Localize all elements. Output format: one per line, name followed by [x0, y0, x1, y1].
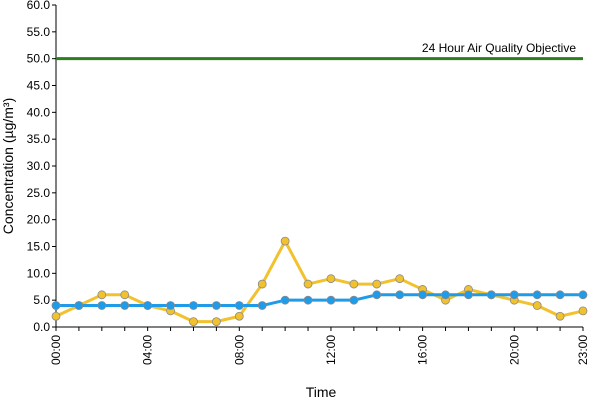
data-point [257, 279, 267, 289]
series-line [55, 239, 584, 324]
data-point [349, 279, 359, 289]
data-point [51, 311, 61, 321]
data-point [211, 317, 221, 327]
y-tick-label: 30.0 [27, 159, 51, 173]
data-point [441, 290, 450, 300]
data-point [211, 301, 221, 310]
x-tick-label: 23:00 [576, 335, 590, 365]
x-tick-label: 00:00 [49, 335, 63, 365]
data-point [143, 301, 153, 310]
x-tick-label: 16:00 [416, 335, 430, 365]
data-point [257, 301, 267, 310]
data-point [234, 311, 244, 321]
y-axis-ticks: 0.0 5.0 10.0 15.0 20.0 25.0 30.0 35.0 40.0 45.0 50… [27, 0, 56, 334]
data-point [418, 290, 428, 300]
data-point [326, 295, 336, 305]
data-point [372, 279, 382, 289]
data-point [51, 301, 61, 310]
series-1 [51, 236, 588, 327]
data-point [120, 290, 130, 300]
data-point [303, 279, 313, 289]
data-point [97, 290, 107, 300]
data-point [532, 301, 542, 310]
data-point [486, 290, 496, 300]
data-point [280, 295, 290, 305]
data-point [464, 290, 473, 300]
data-point [326, 274, 336, 284]
y-tick-label: 60.0 [27, 0, 51, 12]
reference-line-label: 24 Hour Air Quality Objective [422, 41, 576, 55]
y-tick-label: 55.0 [27, 25, 51, 39]
x-axis-ticks: 00:00 04:00 08:00 12:00 16:00 20:00 23:00 [49, 327, 590, 365]
y-axis-title: Concentration (µg/m³) [0, 98, 16, 234]
y-tick-label: 20.0 [27, 213, 51, 227]
data-point [280, 236, 290, 246]
x-tick-label: 04:00 [141, 335, 155, 365]
y-tick-label: 15.0 [27, 240, 51, 254]
data-point [303, 295, 313, 305]
data-point [578, 306, 588, 316]
y-tick-label: 25.0 [27, 186, 51, 200]
y-tick-label: 10.0 [27, 266, 51, 280]
data-point [395, 274, 405, 284]
data-point [372, 290, 382, 300]
data-point [189, 301, 198, 310]
data-point [509, 290, 519, 300]
data-point [349, 295, 359, 305]
y-tick-label: 50.0 [27, 52, 51, 66]
series-group [51, 236, 588, 327]
y-tick-label: 0.0 [33, 320, 50, 334]
data-point [395, 290, 405, 300]
x-axis-title: Time [306, 384, 337, 400]
data-point [555, 311, 565, 321]
data-point [532, 290, 542, 300]
series-2 [51, 290, 588, 310]
data-point [120, 301, 130, 310]
y-tick-label: 45.0 [27, 79, 51, 93]
x-tick-label: 20:00 [507, 335, 521, 365]
data-point [74, 301, 84, 310]
y-tick-label: 5.0 [33, 293, 50, 307]
data-point [555, 290, 565, 300]
data-point [189, 317, 198, 327]
data-point [166, 301, 175, 310]
x-tick-label: 08:00 [232, 335, 246, 365]
data-point [234, 301, 244, 310]
y-tick-label: 40.0 [27, 105, 51, 119]
data-point [97, 301, 107, 310]
x-tick-label: 12:00 [324, 335, 338, 365]
y-tick-label: 35.0 [27, 132, 51, 146]
data-point [578, 290, 588, 300]
